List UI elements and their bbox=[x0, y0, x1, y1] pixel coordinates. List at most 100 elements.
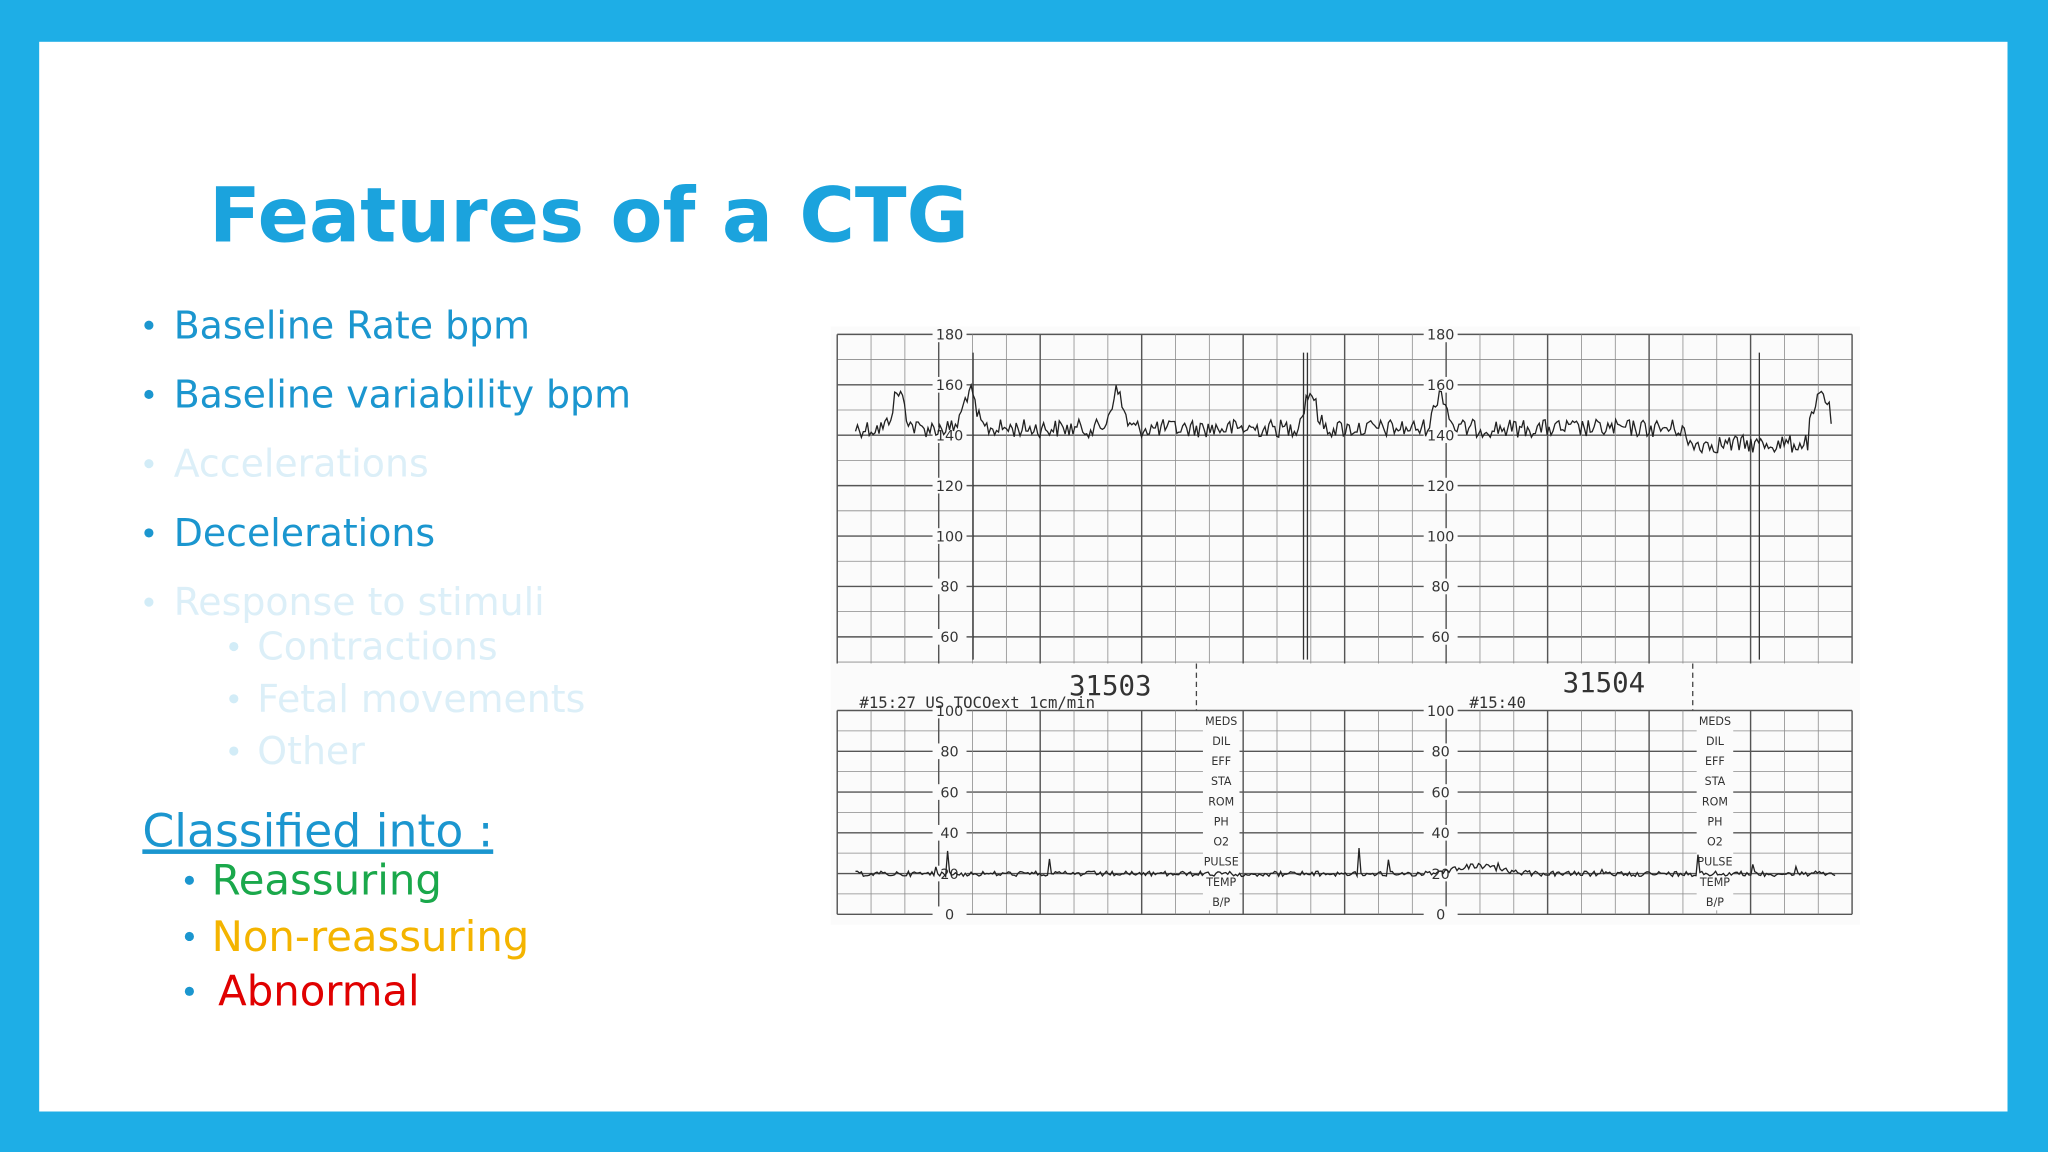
side-label: ROM bbox=[1208, 795, 1234, 808]
bullet-dot bbox=[229, 694, 239, 704]
bullet: Baseline Rate bpm bbox=[174, 303, 530, 347]
strip-number: 31504 bbox=[1563, 668, 1646, 699]
strip-number: 31503 bbox=[1069, 671, 1152, 702]
side-label: O2 bbox=[1213, 836, 1229, 849]
fhr-label: 120 bbox=[1427, 479, 1454, 495]
fhr-trace bbox=[854, 382, 1832, 455]
toco-label: 0 bbox=[945, 908, 954, 924]
toco-label: 60 bbox=[940, 785, 958, 801]
label-bg bbox=[932, 824, 967, 841]
side-label: STA bbox=[1211, 775, 1232, 788]
fhr-label: 100 bbox=[936, 529, 963, 545]
bullet-dot bbox=[184, 931, 194, 942]
bullet-dot bbox=[144, 597, 154, 607]
fhr-label: 160 bbox=[1427, 378, 1454, 394]
toco-label: 60 bbox=[1432, 785, 1450, 801]
bullet: Accelerations bbox=[174, 442, 429, 486]
toco-trace bbox=[855, 848, 1836, 879]
label-bg bbox=[1423, 477, 1458, 494]
bullet-dot bbox=[144, 320, 154, 330]
toco-label: 20 bbox=[940, 867, 958, 883]
side-label: PULSE bbox=[1697, 856, 1732, 869]
fhr-label: 140 bbox=[1427, 428, 1454, 444]
label-bg bbox=[932, 865, 967, 882]
slide-title: Features of a CTG bbox=[209, 172, 969, 260]
ctg-strip: 1801601401201008060100806040200180160140… bbox=[830, 326, 1860, 925]
label-bg bbox=[932, 427, 967, 444]
bullet-dot bbox=[144, 528, 154, 538]
side-label: PH bbox=[1707, 815, 1722, 828]
label-bg bbox=[932, 376, 967, 393]
label-bg bbox=[1423, 906, 1458, 923]
header-text: #15:27 US TOCOext 1cm/min bbox=[859, 693, 1095, 712]
fhr-label: 140 bbox=[936, 428, 963, 444]
label-bg bbox=[1423, 376, 1458, 393]
classification: Classified into : Reassuring Non-reassur… bbox=[142, 804, 529, 1015]
side-label: DIL bbox=[1212, 735, 1231, 748]
label-bg bbox=[1423, 427, 1458, 444]
bullet-dot bbox=[229, 641, 239, 652]
fhr-label: 180 bbox=[1427, 328, 1454, 344]
class-item: Abnormal bbox=[218, 967, 420, 1016]
side-label: EFF bbox=[1211, 755, 1231, 768]
classification-heading: Classified into : bbox=[142, 804, 493, 857]
label-bg bbox=[932, 477, 967, 494]
fhr-label: 60 bbox=[940, 630, 958, 646]
side-label: PH bbox=[1214, 815, 1229, 828]
side-label: DIL bbox=[1706, 735, 1725, 748]
side-label: B/P bbox=[1212, 896, 1230, 909]
toco-label: 40 bbox=[1432, 826, 1450, 842]
sub-bullet: Fetal movements bbox=[257, 677, 585, 721]
bullet: Response to stimuli bbox=[174, 580, 545, 624]
toco-label: 40 bbox=[940, 826, 958, 842]
label-bg bbox=[932, 578, 967, 595]
header-text: #15:40 bbox=[1469, 693, 1526, 712]
label-bg bbox=[932, 528, 967, 544]
fhr-label: 100 bbox=[1427, 529, 1454, 545]
fhr-label: 160 bbox=[936, 378, 963, 394]
class-item: Reassuring bbox=[212, 856, 442, 905]
sub-bullet: Other bbox=[257, 729, 365, 773]
bullet-dot bbox=[184, 875, 194, 885]
fhr-label: 120 bbox=[936, 479, 963, 495]
toco-label: 0 bbox=[1436, 908, 1445, 924]
bullet-dot bbox=[144, 389, 154, 400]
side-label: PULSE bbox=[1204, 856, 1239, 869]
side-bg bbox=[1696, 711, 1734, 911]
label-bg bbox=[932, 629, 967, 645]
label-bg bbox=[1423, 702, 1458, 719]
side-label: B/P bbox=[1706, 896, 1724, 909]
sub-bullet: Contractions bbox=[257, 625, 497, 669]
side-label: STA bbox=[1705, 775, 1726, 788]
bullet-dot bbox=[144, 459, 154, 469]
fhr-label: 180 bbox=[936, 328, 963, 344]
label-bg bbox=[1423, 578, 1458, 595]
toco-label: 100 bbox=[936, 704, 963, 720]
fhr-label: 60 bbox=[1432, 630, 1450, 646]
label-bg bbox=[1423, 629, 1458, 645]
label-bg bbox=[932, 326, 967, 343]
side-label: ROM bbox=[1702, 795, 1728, 808]
label-bg bbox=[1423, 824, 1458, 841]
bullet-list: Baseline Rate bpm Baseline variability b… bbox=[144, 303, 631, 773]
bullet-dot bbox=[184, 986, 194, 996]
side-label: MEDS bbox=[1699, 715, 1731, 728]
fhr-label: 80 bbox=[940, 580, 958, 596]
side-label: TEMP bbox=[1205, 876, 1236, 889]
side-label: TEMP bbox=[1699, 876, 1730, 889]
toco-label: 20 bbox=[1432, 867, 1450, 883]
bullet: Decelerations bbox=[174, 511, 435, 555]
label-bg bbox=[1423, 326, 1458, 343]
bullet: Baseline variability bpm bbox=[174, 373, 631, 417]
label-bg bbox=[932, 784, 967, 800]
toco-label: 80 bbox=[940, 745, 958, 761]
side-label: MEDS bbox=[1205, 715, 1237, 728]
label-bg bbox=[1423, 865, 1458, 882]
toco-label: 100 bbox=[1427, 704, 1454, 720]
fhr-label: 80 bbox=[1432, 580, 1450, 596]
label-bg bbox=[1423, 743, 1458, 760]
label-bg bbox=[1423, 784, 1458, 800]
label-bg bbox=[932, 906, 967, 923]
bullet-dot bbox=[229, 746, 239, 756]
